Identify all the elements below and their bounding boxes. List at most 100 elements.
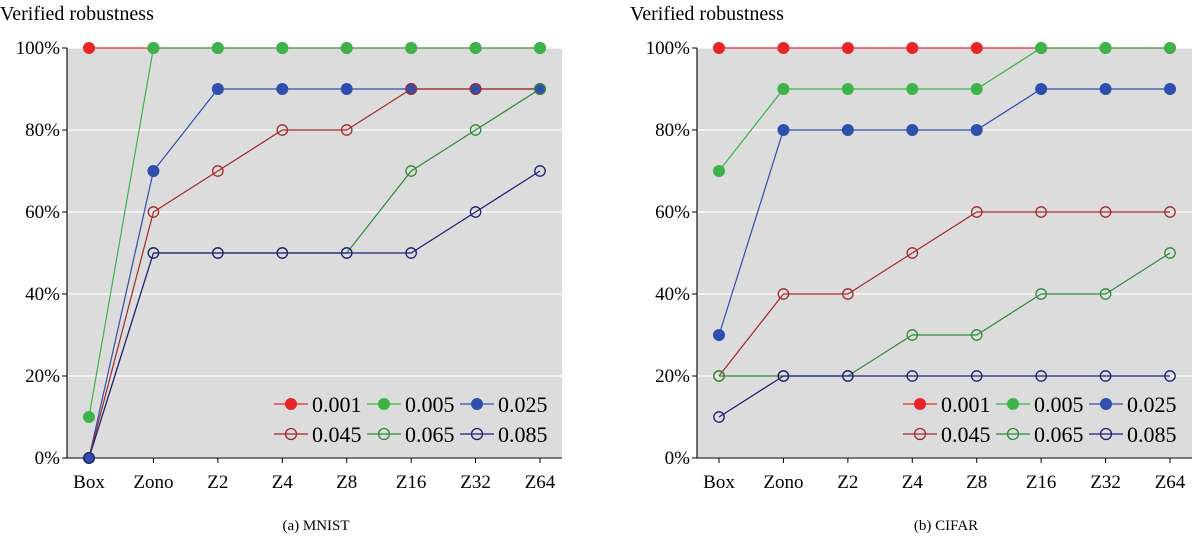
data-point-0.001: [906, 42, 919, 54]
y-tick-label: 60%: [25, 202, 60, 223]
data-point-0.005: [405, 42, 418, 54]
data-point-0.045: [970, 206, 983, 218]
legend-label: 0.025: [498, 392, 548, 417]
legend-label: 0.065: [1034, 422, 1084, 447]
legend-marker: [1099, 427, 1113, 441]
y-tick-label: 0%: [35, 448, 61, 469]
legend-item-0.045: 0.045: [903, 422, 991, 447]
legend-item-0.025: 0.025: [1089, 392, 1177, 417]
x-tick-label: Z2: [837, 472, 858, 493]
legend-marker: [913, 427, 927, 441]
legend-marker: [378, 398, 390, 410]
series-line-0.085: [88, 170, 541, 459]
y-tick-label: 80%: [655, 120, 690, 141]
data-point-0.065: [469, 124, 482, 136]
data-point-0.005: [1035, 42, 1048, 54]
legend-marker: [284, 427, 298, 441]
data-point-0.025: [906, 124, 919, 136]
data-point-0.045: [212, 165, 224, 177]
data-point-0.005: [83, 411, 95, 423]
x-tick-label: Z64: [1155, 472, 1186, 493]
data-point-0.025: [1099, 83, 1112, 95]
legend-label: 0.001: [941, 392, 991, 417]
legend-item-0.025: 0.025: [460, 392, 548, 417]
legend-item-0.085: 0.085: [460, 422, 548, 447]
legend-item-0.005: 0.005: [996, 392, 1084, 417]
y-tick-label: 40%: [25, 284, 60, 305]
data-point-0.045: [1164, 206, 1176, 218]
legend-label: 0.005: [405, 392, 455, 417]
legend-label: 0.005: [1034, 392, 1084, 417]
data-point-0.005: [777, 83, 790, 95]
plot-background: [697, 48, 1192, 458]
data-point-0.065: [534, 83, 546, 95]
x-tick-label: Z8: [336, 472, 357, 493]
data-point-0.025: [211, 83, 224, 95]
data-point-0.065: [1035, 288, 1047, 300]
data-point-0.005: [534, 42, 546, 54]
data-point-0.085: [534, 165, 546, 177]
data-point-0.025: [147, 165, 160, 177]
series-line-0.005: [718, 47, 1170, 172]
data-point-0.005: [1099, 42, 1112, 54]
x-tick-label: Zono: [763, 472, 803, 493]
data-point-0.085: [83, 452, 95, 464]
x-tick-label: Box: [73, 472, 105, 493]
data-point-0.005: [147, 42, 160, 54]
data-point-0.005: [713, 165, 725, 177]
data-point-0.045: [469, 83, 482, 95]
data-point-0.065: [1164, 247, 1176, 259]
data-point-0.085: [713, 411, 725, 423]
y-tick-label: 80%: [25, 120, 60, 141]
legend-marker: [1006, 427, 1020, 441]
data-point-0.005: [469, 42, 482, 54]
y-tick-label: 20%: [655, 366, 690, 387]
data-point-0.001: [841, 42, 854, 54]
data-point-0.005: [276, 42, 289, 54]
x-tick-label: Z32: [1090, 472, 1121, 493]
data-point-0.045: [405, 83, 417, 95]
data-point-0.025: [713, 329, 725, 341]
data-point-0.085: [906, 370, 919, 382]
y-tick-label: 100%: [16, 38, 61, 59]
data-point-0.085: [970, 370, 983, 382]
data-point-0.065: [906, 329, 919, 341]
data-point-0.045: [276, 124, 289, 136]
y-tick-label: 100%: [646, 38, 691, 59]
legend-label: 0.085: [498, 422, 548, 447]
legend-item-0.001: 0.001: [903, 392, 991, 417]
data-point-0.085: [276, 247, 289, 259]
chart-panel-2: 0% 20% 40% 60% 80% 100% Box Zono Z2 Z4 Z8 Z16 Z32 Z64…: [630, 3, 1192, 534]
data-point-0.001: [970, 42, 983, 54]
data-point-0.005: [1164, 42, 1176, 54]
data-point-0.085: [212, 247, 224, 259]
data-point-0.045: [777, 288, 790, 300]
data-point-0.025: [1035, 83, 1048, 95]
legend-marker: [285, 398, 297, 410]
legend-label: 0.085: [1127, 422, 1177, 447]
data-point-0.025: [276, 83, 289, 95]
data-point-0.065: [1099, 288, 1112, 300]
legend-label: 0.025: [1127, 392, 1177, 417]
data-point-0.005: [970, 83, 983, 95]
data-point-0.085: [1035, 370, 1047, 382]
x-tick-label: Z4: [902, 472, 924, 493]
data-point-0.001: [83, 42, 95, 54]
y-axis-title: Verified robustness: [630, 3, 784, 25]
legend-label: 0.045: [312, 422, 362, 447]
data-point-0.025: [970, 124, 983, 136]
data-point-0.005: [211, 42, 224, 54]
data-point-0.085: [1099, 370, 1112, 382]
series-line-0.045: [718, 211, 1170, 377]
data-point-0.085: [340, 247, 353, 259]
data-point-0.001: [713, 42, 725, 54]
legend-item-0.005: 0.005: [367, 392, 455, 417]
data-point-0.085: [777, 370, 790, 382]
data-point-0.065: [405, 165, 417, 177]
y-tick-label: 20%: [25, 366, 60, 387]
legend-marker: [470, 427, 484, 441]
data-point-0.025: [340, 83, 353, 95]
x-tick-label: Z64: [525, 472, 556, 493]
data-point-0.065: [970, 329, 983, 341]
